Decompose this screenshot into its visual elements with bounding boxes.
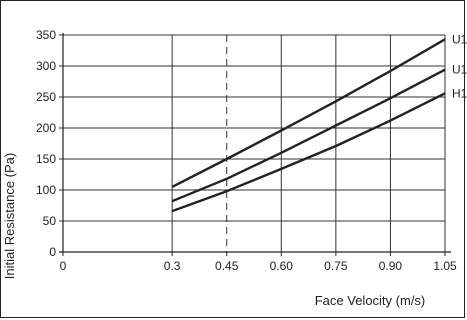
y-tick-labels: 0 50 100 150 200 250 300 350 <box>36 28 56 259</box>
series-line-2 <box>171 92 446 213</box>
series-labels: U1 U1 H1 <box>452 32 467 100</box>
axes-layer <box>59 33 451 256</box>
series-label: U1 <box>452 32 467 46</box>
x-tick-labels: 0 0.3 0.45 0.60 0.75 0.90 1.05 <box>60 259 457 273</box>
y-tick-label: 100 <box>36 183 56 197</box>
x-tick-label: 0.90 <box>379 259 403 273</box>
x-tick-label: 0.45 <box>215 259 239 273</box>
series-label: H1 <box>452 86 467 100</box>
series-line-0 <box>171 38 446 188</box>
x-tick-label: 0.60 <box>270 259 294 273</box>
x-axis-title: Face Velocity (m/s) <box>315 293 426 308</box>
series-line-1 <box>171 68 446 203</box>
x-tick-label: 0.75 <box>324 259 348 273</box>
y-tick-label: 350 <box>36 28 56 42</box>
series-layer <box>171 38 446 213</box>
y-tick-label: 50 <box>43 214 57 228</box>
y-tick-label: 250 <box>36 90 56 104</box>
x-tick-label: 0 <box>60 259 67 273</box>
y-tick-label: 0 <box>49 245 56 259</box>
y-axis-title: Initial Resistance (Pa) <box>2 153 17 279</box>
x-tick-label: 0.3 <box>164 259 181 273</box>
y-tick-label: 300 <box>36 59 56 73</box>
y-tick-label: 150 <box>36 152 56 166</box>
series-label: U1 <box>452 63 467 77</box>
y-tick-label: 200 <box>36 121 56 135</box>
x-tick-label: 1.05 <box>433 259 457 273</box>
grid-layer <box>59 34 446 252</box>
